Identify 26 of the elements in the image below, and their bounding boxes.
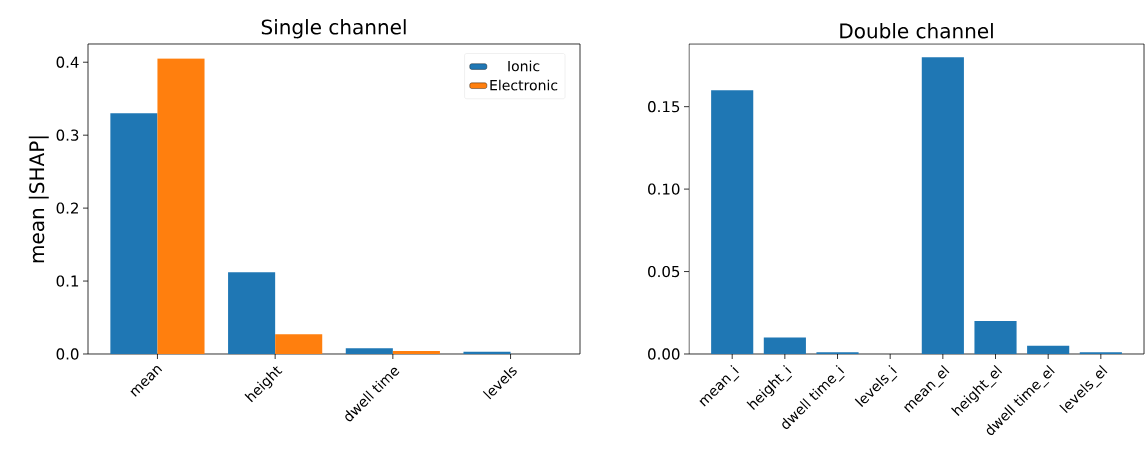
y-tick-label: 0.0 [56, 348, 79, 360]
y-tick-label: 0.3 [56, 129, 79, 141]
bar [763, 337, 806, 354]
bar [463, 351, 511, 354]
bar [1027, 345, 1070, 354]
bar [228, 272, 276, 354]
bar [157, 58, 205, 354]
y-tick-label: 0.10 [648, 183, 680, 195]
y-tick-label: 0.4 [56, 56, 79, 68]
bar [711, 90, 754, 354]
bar [392, 351, 440, 354]
bar [974, 321, 1017, 354]
legend-label: Electronic [490, 79, 558, 91]
legend-label: Ionic [508, 60, 540, 72]
y-axis-title: mean |SHAP| [28, 136, 49, 263]
y-tick-label: 0.15 [648, 100, 680, 113]
bar [921, 57, 964, 354]
chart-title: Double channel [840, 22, 993, 39]
bar [275, 334, 323, 354]
bar [345, 348, 393, 354]
y-tick-label: 0.1 [56, 275, 79, 287]
y-tick-label: 0.2 [56, 202, 78, 214]
y-tick-label: 0.05 [648, 265, 680, 278]
bar [110, 113, 158, 354]
y-tick-label: 0.00 [648, 348, 680, 360]
chart-title: Single channel [261, 19, 406, 39]
